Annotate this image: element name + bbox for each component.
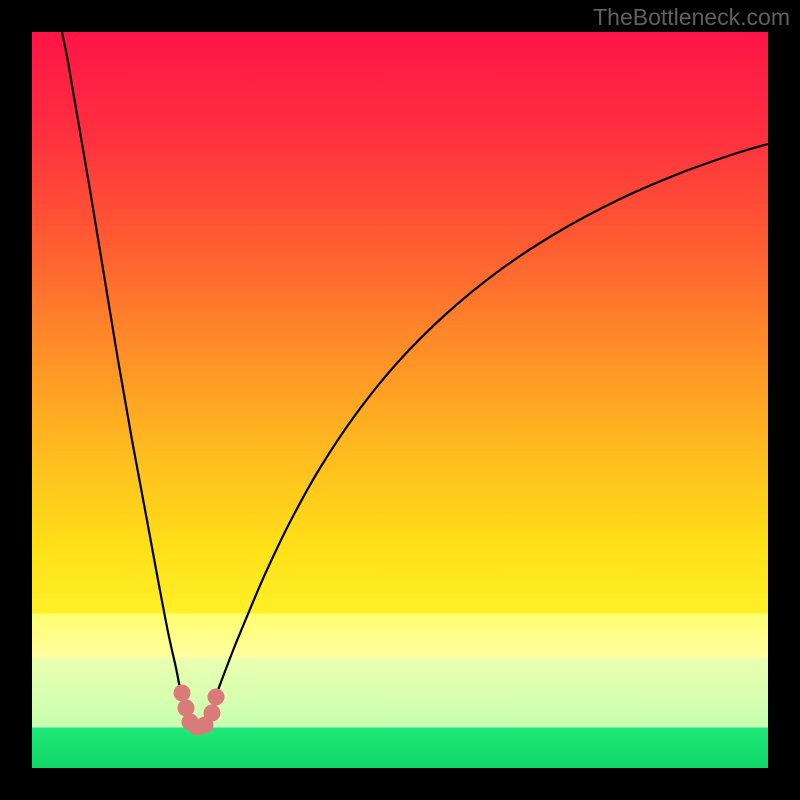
watermark-text: TheBottleneck.com (593, 4, 790, 31)
valley-marker (208, 689, 225, 706)
valley-marker (174, 685, 191, 702)
valley-marker (204, 705, 221, 722)
chart-container: TheBottleneck.com (0, 0, 800, 800)
bottleneck-chart-svg (0, 0, 800, 800)
plot-gradient-area (32, 32, 768, 768)
